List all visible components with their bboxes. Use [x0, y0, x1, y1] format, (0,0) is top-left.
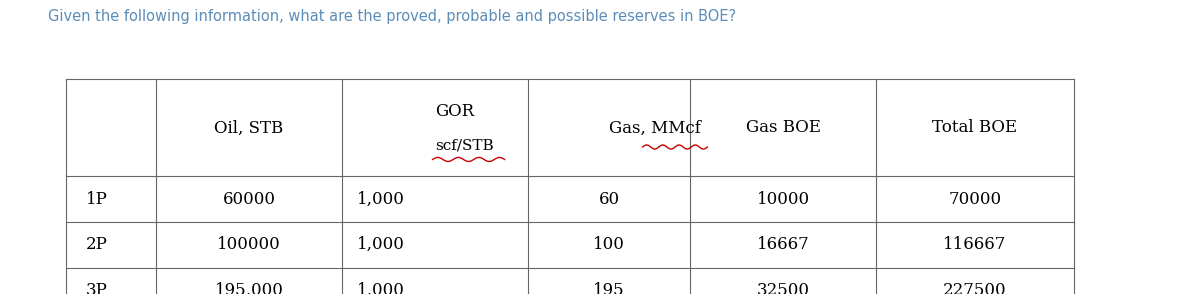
Text: 3P: 3P	[86, 282, 108, 294]
Text: GOR: GOR	[436, 103, 474, 120]
Text: 1,000: 1,000	[356, 282, 404, 294]
Text: Given the following information, what are the proved, probable and possible rese: Given the following information, what ar…	[48, 9, 736, 24]
Text: 32500: 32500	[756, 282, 810, 294]
Text: Total BOE: Total BOE	[932, 119, 1018, 136]
Text: 1,000: 1,000	[356, 236, 404, 253]
Text: Gas, MMcf: Gas, MMcf	[610, 119, 701, 136]
Text: 60000: 60000	[222, 191, 276, 208]
Text: 1,000: 1,000	[356, 191, 404, 208]
Text: Gas BOE: Gas BOE	[745, 119, 821, 136]
Text: 100: 100	[593, 236, 625, 253]
Text: Oil, STB: Oil, STB	[215, 119, 283, 136]
Text: 227500: 227500	[943, 282, 1007, 294]
Text: 100000: 100000	[217, 236, 281, 253]
Text: 1P: 1P	[86, 191, 108, 208]
Text: 2P: 2P	[86, 236, 108, 253]
Text: scf/STB: scf/STB	[436, 138, 493, 152]
Text: 70000: 70000	[948, 191, 1002, 208]
Text: 60: 60	[599, 191, 619, 208]
Text: 116667: 116667	[943, 236, 1007, 253]
Text: 16667: 16667	[757, 236, 809, 253]
Text: 195,000: 195,000	[215, 282, 283, 294]
Text: 195: 195	[593, 282, 625, 294]
Text: 10000: 10000	[756, 191, 810, 208]
